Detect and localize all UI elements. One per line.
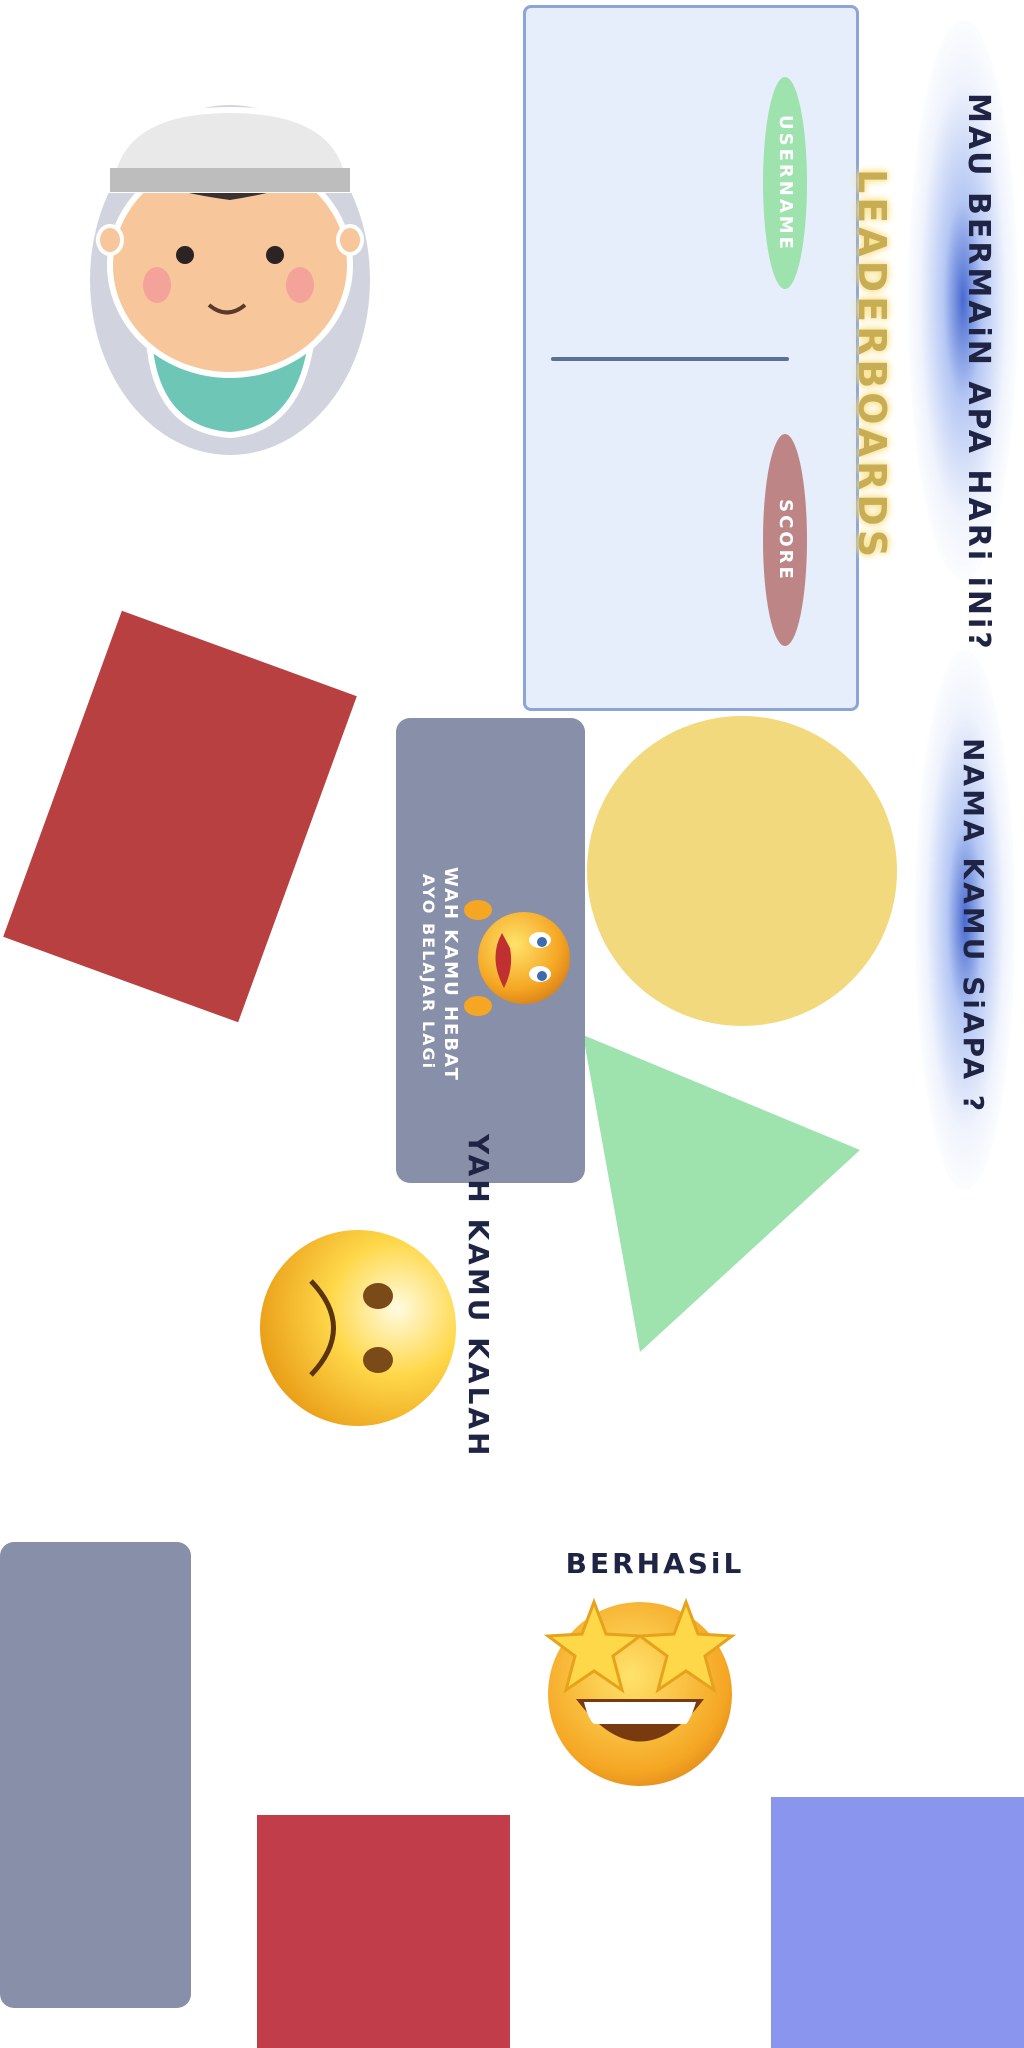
question-name-text: NAMA KAMU SiAPA ? [957,738,990,1115]
score-label: SCORE [774,498,796,582]
gray-rounded-rectangle [0,1542,191,2008]
username-column-header: USERNAME [763,77,807,289]
score-column-header: SCORE [763,434,807,646]
success-message: BERHASiL [565,1547,745,1580]
leaderboard-divider [551,357,789,361]
message-line-1: WAH KAMU HEBAT [440,867,461,1082]
question-play-glow [908,20,1018,580]
red-square [257,1815,510,2048]
star-struck-emoji-icon [543,1597,737,1786]
message-line-2: AYO BELAJAR LAGi [419,873,438,1071]
lost-message: YAH KAMU KALAH [462,1134,495,1459]
username-label: USERNAME [774,114,796,252]
question-name-glow [915,650,1015,1190]
boy-with-kufi-icon [90,105,370,455]
question-play-text: MAU BERMAiN APA HARi iNi? [961,93,996,652]
leaderboard-title: LEADERBOARDS [850,169,894,562]
thumbs-up-emoji-icon [464,900,570,1016]
green-triangle [583,1035,860,1352]
sad-face-emoji-icon [260,1230,456,1426]
yellow-circle [587,716,897,1026]
red-tilted-rectangle [3,610,357,1023]
blue-square [771,1797,1024,2048]
